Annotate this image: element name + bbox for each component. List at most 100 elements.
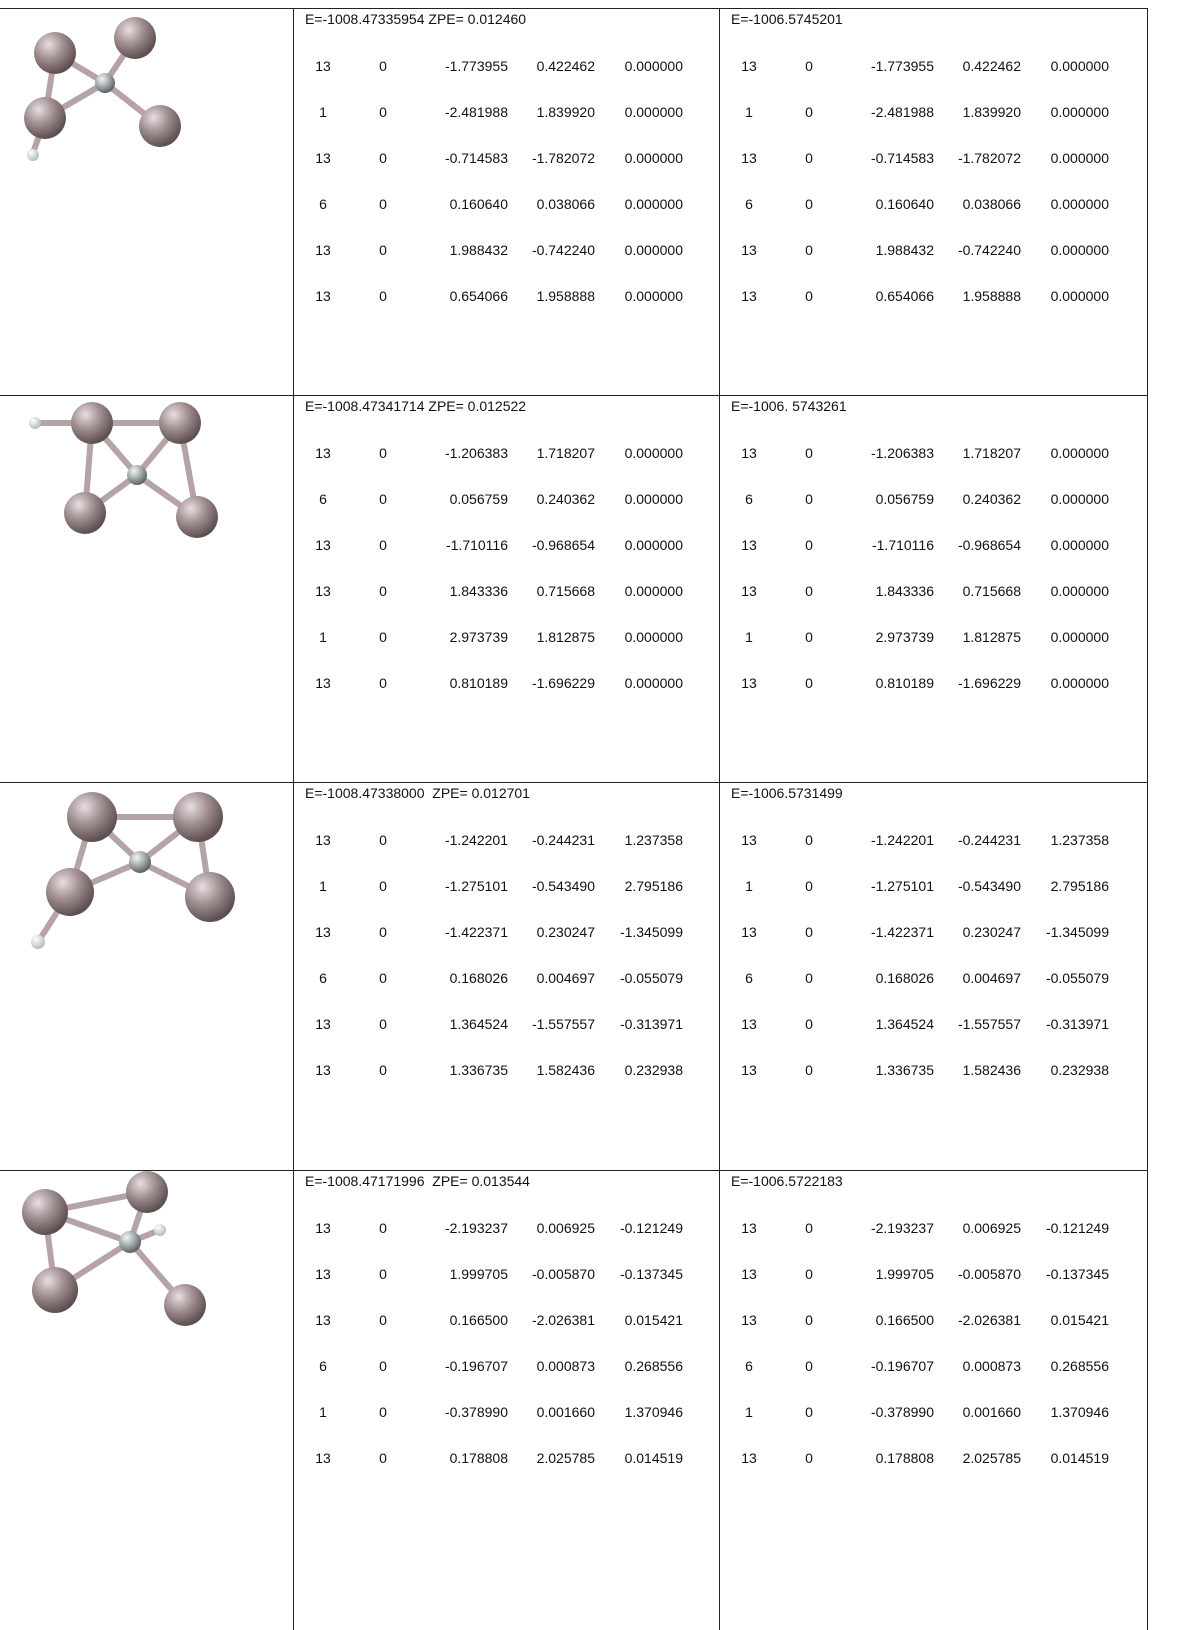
coordinate-z: -0.055079 [619, 970, 683, 986]
column-border [293, 8, 294, 1630]
coordinate-y: 0.230247 [536, 924, 595, 940]
coordinate-z: 0.000000 [1050, 58, 1109, 74]
atomic-number: 13 [741, 1266, 757, 1282]
coordinate-y: -0.968654 [531, 537, 595, 553]
coordinate-x: -1.206383 [444, 445, 508, 461]
coordinate-x: -1.710116 [871, 537, 934, 553]
frozen-flag: 0 [805, 1450, 813, 1466]
atomic-number: 6 [319, 1358, 327, 1374]
coordinate-y: 2.025785 [962, 1450, 1021, 1466]
atomic-number: 13 [315, 1016, 331, 1032]
coordinate-y: 0.230247 [962, 924, 1021, 940]
atomic-number: 6 [745, 196, 753, 212]
coordinate-x: -1.275101 [444, 878, 508, 894]
frozen-flag: 0 [379, 1404, 387, 1420]
coordinate-y: -0.543490 [531, 878, 595, 894]
frozen-flag: 0 [379, 832, 387, 848]
atomic-number: 1 [319, 104, 327, 120]
row-border [0, 8, 1147, 9]
coordinate-x: 0.810189 [449, 675, 508, 691]
atomic-number: 13 [741, 1016, 757, 1032]
energy-header: E=-1006. 5743261 [731, 398, 847, 414]
coordinate-z: 0.000000 [1050, 583, 1109, 599]
atomic-number: 13 [315, 1312, 331, 1328]
energy-header: E=-1008.47171996 ZPE= 0.013544 [305, 1173, 530, 1189]
coordinate-z: -0.137345 [619, 1266, 683, 1282]
coordinate-x: 0.160640 [875, 196, 934, 212]
frozen-flag: 0 [805, 1404, 813, 1420]
coordinate-z: 0.000000 [1050, 196, 1109, 212]
atomic-number: 6 [319, 970, 327, 986]
coordinate-x: -0.196707 [444, 1358, 508, 1374]
coordinate-x: -2.193237 [870, 1220, 934, 1236]
atomic-number: 13 [741, 150, 757, 166]
coordinate-x: 1.999705 [449, 1266, 508, 1282]
coordinate-x: 0.168026 [449, 970, 508, 986]
coordinate-y: 0.001660 [536, 1404, 595, 1420]
coordinate-x: -1.773955 [444, 58, 508, 74]
frozen-flag: 0 [379, 629, 387, 645]
coordinate-z: 1.237358 [1050, 832, 1109, 848]
atomic-number: 13 [315, 583, 331, 599]
atomic-number: 1 [745, 629, 753, 645]
frozen-flag: 0 [379, 150, 387, 166]
coordinate-z: 0.000000 [1050, 104, 1109, 120]
frozen-flag: 0 [379, 878, 387, 894]
coordinate-z: -0.121249 [1045, 1220, 1109, 1236]
coordinate-y: 0.004697 [536, 970, 595, 986]
coordinate-y: 1.812875 [536, 629, 595, 645]
coordinate-z: 0.000000 [1050, 537, 1109, 553]
atomic-number: 13 [741, 924, 757, 940]
coordinate-y: 0.001660 [962, 1404, 1021, 1420]
coordinate-y: 0.006925 [962, 1220, 1021, 1236]
coordinate-x: -0.378990 [444, 1404, 508, 1420]
coordinate-z: 0.000000 [1050, 288, 1109, 304]
coordinate-x: 1.336735 [449, 1062, 508, 1078]
coordinate-x: 0.056759 [875, 491, 934, 507]
coordinate-y: 1.582436 [962, 1062, 1021, 1078]
frozen-flag: 0 [379, 1220, 387, 1236]
atomic-number: 6 [745, 1358, 753, 1374]
coordinate-y: -0.742240 [957, 242, 1021, 258]
coordinate-x: -0.714583 [870, 150, 934, 166]
coordinate-x: 1.999705 [875, 1266, 934, 1282]
coordinate-z: 2.795186 [1050, 878, 1109, 894]
atomic-number: 13 [741, 583, 757, 599]
coordinate-x: 1.336735 [875, 1062, 934, 1078]
coordinate-z: 0.000000 [1050, 242, 1109, 258]
coordinate-x: -2.481988 [444, 104, 508, 120]
molecule-image [24, 17, 181, 161]
atomic-number: 6 [319, 196, 327, 212]
coordinate-y: 1.839920 [536, 104, 595, 120]
coordinate-z: 1.370946 [1050, 1404, 1109, 1420]
coordinate-x: 0.056759 [449, 491, 508, 507]
molecule-image [29, 402, 218, 538]
atomic-number: 13 [741, 832, 757, 848]
energy-header: E=-1008.47335954 ZPE= 0.012460 [305, 11, 527, 27]
frozen-flag: 0 [805, 1358, 813, 1374]
atomic-number: 6 [745, 970, 753, 986]
coordinate-x: 0.160640 [449, 196, 508, 212]
frozen-flag: 0 [805, 832, 813, 848]
coordinate-y: 0.038066 [536, 196, 595, 212]
frozen-flag: 0 [805, 491, 813, 507]
coordinate-y: -1.557557 [957, 1016, 1021, 1032]
atomic-number: 13 [741, 445, 757, 461]
coordinate-z: -0.055079 [1045, 970, 1109, 986]
frozen-flag: 0 [379, 924, 387, 940]
coordinate-x: -0.378990 [870, 1404, 934, 1420]
coordinate-y: -0.968654 [957, 537, 1021, 553]
atomic-number: 13 [315, 1062, 331, 1078]
atomic-number: 1 [745, 878, 753, 894]
frozen-flag: 0 [379, 288, 387, 304]
coordinate-y: 0.715668 [536, 583, 595, 599]
coordinate-y: 0.422462 [536, 58, 595, 74]
coordinate-y: 1.718207 [962, 445, 1021, 461]
atomic-number: 1 [745, 1404, 753, 1420]
frozen-flag: 0 [379, 58, 387, 74]
frozen-flag: 0 [379, 445, 387, 461]
coordinate-y: -2.026381 [957, 1312, 1021, 1328]
coordinate-z: 0.232938 [1050, 1062, 1109, 1078]
atomic-number: 13 [315, 288, 331, 304]
